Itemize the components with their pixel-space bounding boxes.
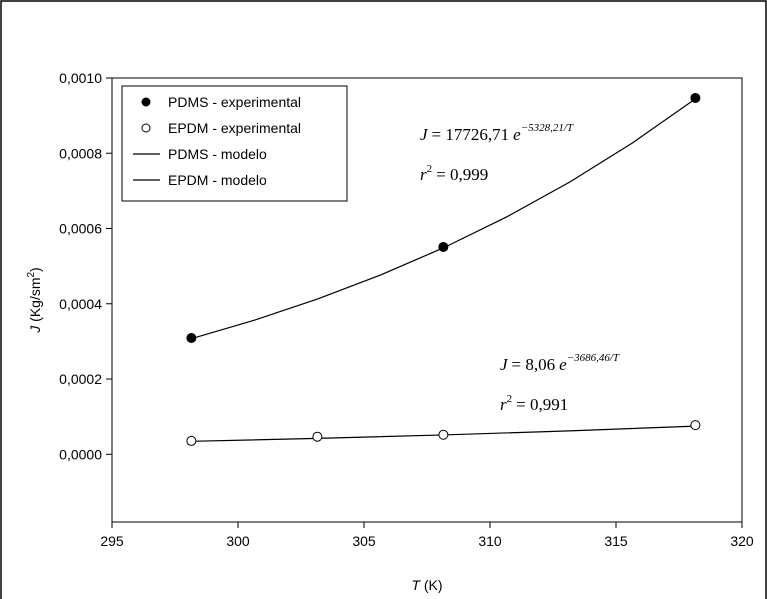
x-tick-label: 300 bbox=[226, 533, 250, 549]
data-point bbox=[438, 241, 449, 252]
x-tick-label: 305 bbox=[352, 533, 376, 549]
x-axis-label: T (K) bbox=[411, 577, 442, 593]
legend-label: PDMS - modelo bbox=[168, 146, 267, 162]
eq-symbol: J bbox=[500, 355, 509, 374]
legend-label: EPDM - modelo bbox=[168, 172, 267, 188]
x-label-unit: (K) bbox=[424, 577, 443, 593]
eq-exponent: −3686,46/T bbox=[567, 352, 620, 364]
legend-label: PDMS - experimental bbox=[168, 94, 301, 110]
legend-marker bbox=[141, 97, 151, 107]
y-tick-label: 0,0000 bbox=[59, 446, 102, 462]
r-squared: r2 = 0,991 bbox=[500, 393, 568, 414]
data-point bbox=[690, 92, 701, 103]
y-label-symbol: J bbox=[27, 325, 43, 334]
y-label-unit: (Kg/sm bbox=[27, 278, 43, 322]
r-sup: 2 bbox=[507, 393, 513, 405]
legend-label: EPDM - experimental bbox=[168, 120, 301, 136]
y-tick-label: 0,0008 bbox=[59, 145, 102, 161]
data-point bbox=[186, 435, 197, 446]
r-value: = 0,999 bbox=[436, 165, 488, 184]
equation: J = 8,06 e−3686,46/T bbox=[500, 352, 620, 374]
y-tick-label: 0,0010 bbox=[59, 70, 102, 86]
y-label-sup: 2 bbox=[26, 272, 37, 278]
y-label-close: ) bbox=[27, 267, 43, 272]
x-label-symbol: T bbox=[411, 577, 421, 593]
r-value: = 0,991 bbox=[516, 395, 568, 414]
r-symbol: r bbox=[420, 165, 427, 184]
legend-box bbox=[121, 85, 348, 202]
eq-base: e bbox=[513, 125, 521, 144]
y-axis-label: J (Kg/sm2) bbox=[26, 267, 43, 333]
data-point bbox=[438, 429, 449, 440]
y-tick-label: 0,0004 bbox=[59, 296, 102, 312]
eq-coef: = 8,06 bbox=[512, 355, 556, 374]
r-symbol: r bbox=[500, 395, 507, 414]
x-tick-label: 320 bbox=[730, 533, 754, 549]
data-point bbox=[690, 420, 701, 431]
eq-coef: = 17726,71 bbox=[432, 125, 510, 144]
r-sup: 2 bbox=[427, 163, 433, 175]
equation: J = 17726,71 e−5328,21/T bbox=[420, 122, 574, 144]
data-point bbox=[312, 431, 323, 442]
y-tick-label: 0,0006 bbox=[59, 221, 102, 237]
legend: PDMS - experimental EPDM - experimental PD… bbox=[121, 85, 348, 202]
x-tick-label: 295 bbox=[100, 533, 124, 549]
legend-marker bbox=[141, 123, 151, 133]
eq-symbol: J bbox=[420, 125, 429, 144]
y-tick-label: 0,0002 bbox=[59, 371, 102, 387]
plot-area bbox=[111, 77, 743, 523]
r-squared: r2 = 0,999 bbox=[420, 163, 488, 184]
x-tick-label: 310 bbox=[478, 533, 502, 549]
data-point bbox=[186, 333, 197, 344]
x-tick-label: 315 bbox=[604, 533, 628, 549]
eq-exponent: −5328,21/T bbox=[521, 122, 574, 134]
eq-base: e bbox=[559, 355, 567, 374]
